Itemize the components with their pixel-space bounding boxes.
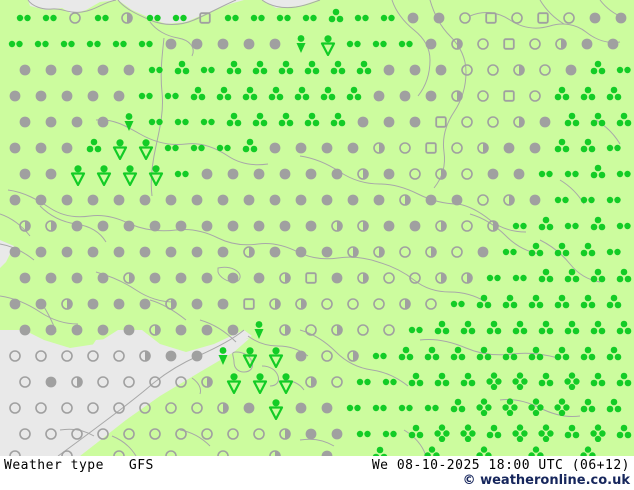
border-misc-4 bbox=[299, 438, 335, 447]
border-pl-ua bbox=[299, 155, 381, 185]
border-top-right bbox=[539, 0, 565, 25]
border-ro-bg bbox=[419, 339, 559, 359]
italy-inner bbox=[39, 299, 57, 333]
border-at-si bbox=[95, 271, 175, 303]
island-2 bbox=[261, 365, 279, 387]
border-north-east-2 bbox=[549, 23, 621, 43]
border-at-hu bbox=[129, 223, 259, 246]
island-1 bbox=[232, 351, 253, 373]
coastline-inner-bay bbox=[149, 21, 194, 57]
alps-line bbox=[0, 213, 31, 237]
border-rs-bg bbox=[371, 369, 409, 387]
border-si-hr bbox=[149, 299, 187, 321]
border-adria-coast bbox=[57, 329, 245, 456]
copyright-label: © weatheronline.co.uk bbox=[462, 473, 630, 488]
border-hu-ro bbox=[377, 261, 487, 303]
island-3 bbox=[283, 379, 305, 391]
baltic-sea-2 bbox=[140, 0, 236, 22]
adriatic-inner bbox=[20, 338, 250, 456]
border-misc-6 bbox=[559, 179, 585, 205]
border-east-3 bbox=[433, 151, 445, 189]
footer-bar: Weather type GFS We 08-10-2025 18:00 UTC… bbox=[0, 456, 634, 490]
border-cz-at bbox=[7, 189, 131, 225]
border-east-2 bbox=[443, 71, 467, 153]
model-label: GFS bbox=[128, 458, 154, 473]
parameter-label: Weather type bbox=[4, 458, 104, 473]
coastline-baltic bbox=[27, 0, 117, 13]
border-misc-5 bbox=[403, 429, 427, 456]
coastline-baltic-2 bbox=[117, 0, 237, 25]
footer-left-text: Weather type GFS bbox=[4, 458, 154, 473]
border-misc-1 bbox=[59, 428, 95, 437]
border-bg-tr bbox=[499, 399, 581, 417]
weather-type-map[interactable] bbox=[0, 0, 634, 456]
border-hu-sk bbox=[257, 243, 379, 263]
border-misc-3 bbox=[179, 429, 211, 447]
border-ro-north bbox=[469, 213, 541, 255]
border-rs-ro bbox=[299, 329, 373, 371]
coastline-north bbox=[261, 0, 321, 9]
border-de-cz bbox=[39, 205, 107, 243]
border-ua-ro bbox=[457, 203, 527, 233]
coast-croatia bbox=[247, 335, 309, 357]
island-4 bbox=[191, 377, 201, 395]
border-de-pl bbox=[150, 37, 165, 197]
border-ba-rs bbox=[199, 319, 237, 343]
border-pl-cz bbox=[95, 119, 269, 166]
border-misc-7 bbox=[595, 119, 621, 145]
border-ro-east bbox=[539, 239, 601, 283]
border-top-right-2 bbox=[599, 0, 625, 19]
border-misc-2 bbox=[111, 435, 137, 456]
border-ua-pl-2 bbox=[417, 59, 431, 97]
footer-gap bbox=[104, 458, 129, 473]
border-north-east bbox=[469, 12, 551, 29]
border-pl-by bbox=[391, 0, 431, 61]
border-sk-ua bbox=[379, 183, 459, 205]
border-ch-it bbox=[0, 295, 79, 325]
lake-balaton bbox=[217, 266, 241, 283]
valid-time-label: We 08-10-2025 18:00 UTC (06+12) bbox=[371, 458, 630, 473]
country-borders-layer bbox=[0, 0, 625, 456]
border-at-de bbox=[0, 243, 35, 261]
border-east-1 bbox=[429, 0, 467, 73]
